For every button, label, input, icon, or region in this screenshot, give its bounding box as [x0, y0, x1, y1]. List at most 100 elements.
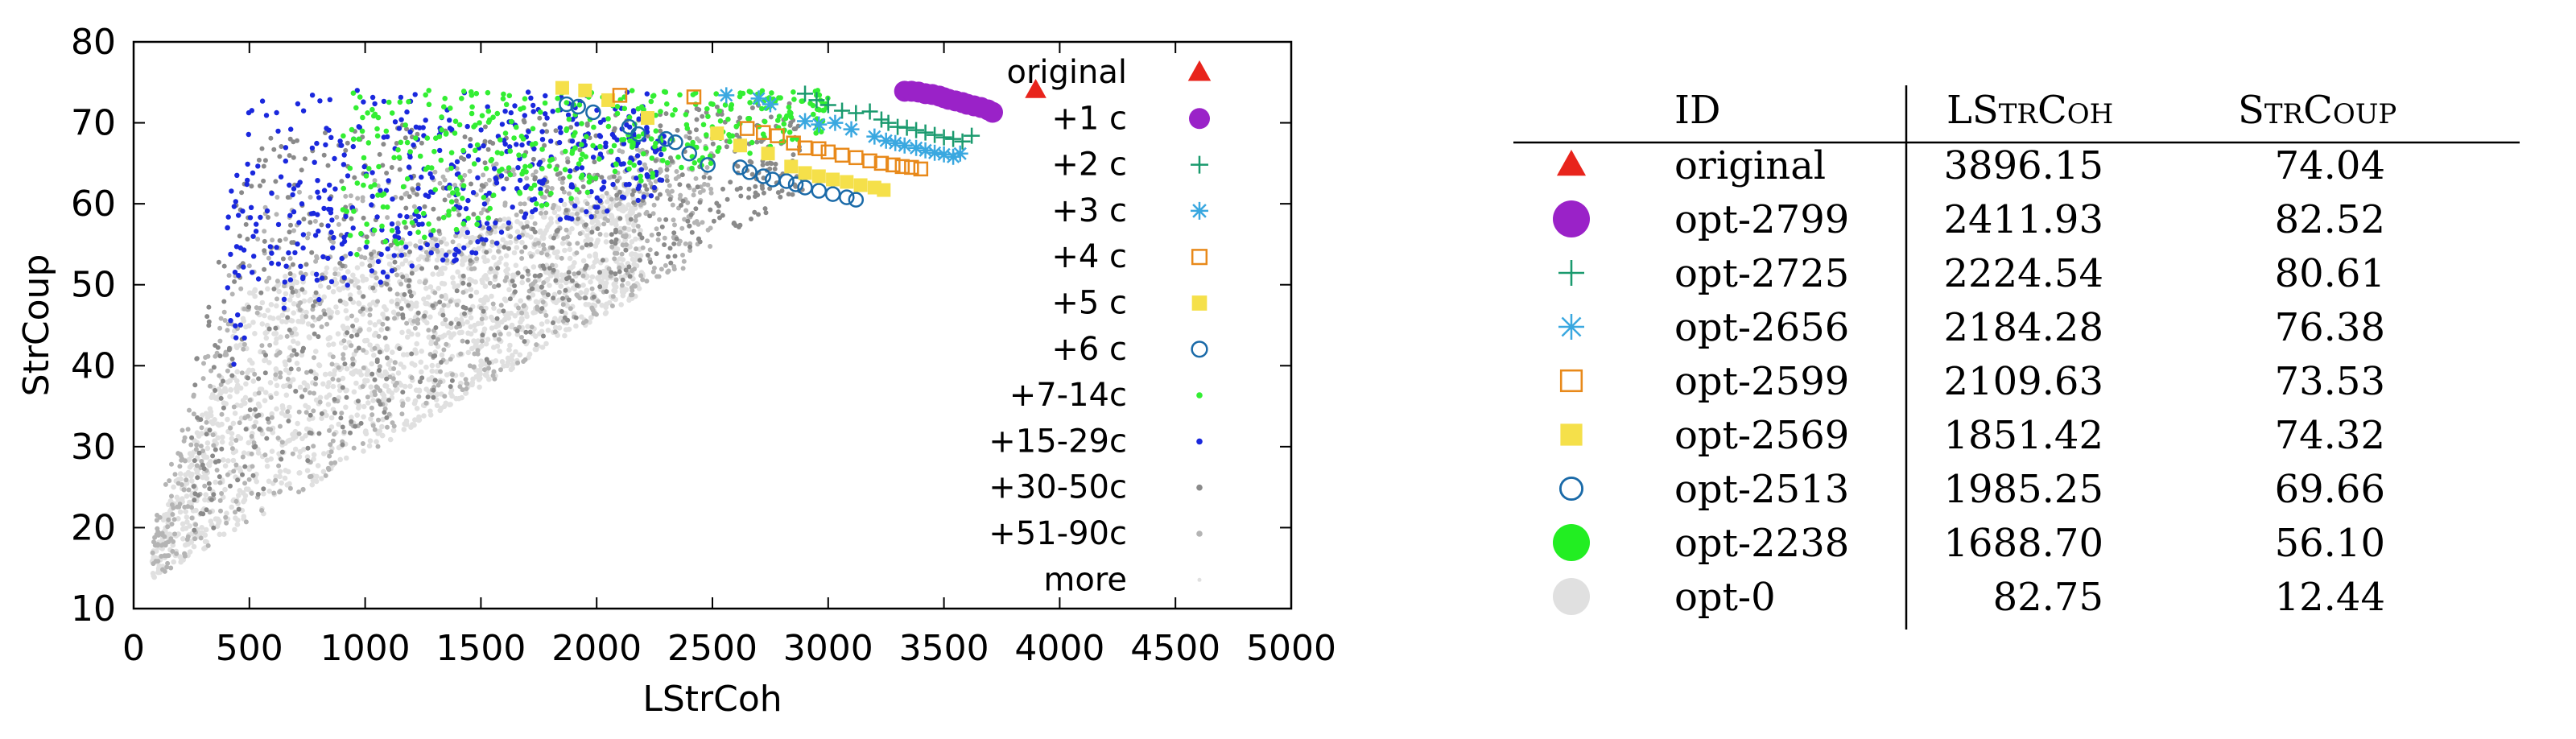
density-point — [300, 108, 307, 114]
table-cell-lstrcoh: 2109.63 — [1944, 359, 2104, 404]
density-point — [510, 279, 515, 284]
legend-label: +30-50c — [989, 469, 1127, 506]
density-point — [314, 277, 320, 283]
density-point — [313, 290, 319, 295]
legend-label: +2 c — [1051, 147, 1127, 184]
density-point — [300, 275, 306, 282]
density-point — [788, 110, 794, 116]
density-point — [199, 525, 204, 531]
density-point — [329, 361, 335, 367]
density-point — [275, 128, 281, 134]
density-point — [529, 142, 535, 147]
density-point — [493, 161, 499, 167]
data-point — [861, 103, 878, 120]
density-point — [384, 345, 390, 352]
density-point — [444, 341, 449, 347]
density-point — [519, 142, 525, 148]
density-point — [298, 319, 304, 324]
density-point — [367, 302, 373, 308]
density-point — [217, 474, 222, 480]
density-point — [269, 260, 275, 266]
density-point — [397, 213, 403, 219]
density-point — [674, 169, 679, 174]
density-point — [328, 279, 335, 285]
density-point — [586, 174, 592, 180]
density-point — [417, 125, 423, 130]
density-point — [532, 242, 538, 247]
density-point — [484, 250, 489, 255]
density-point — [422, 234, 427, 241]
density-point — [680, 266, 686, 271]
density-point — [683, 208, 689, 213]
data-point — [811, 116, 828, 133]
density-point — [481, 201, 488, 207]
density-point — [434, 242, 440, 249]
y-tick-label: 10 — [71, 588, 116, 630]
density-point — [175, 516, 181, 522]
table-cell-id: opt-2656 — [1674, 305, 1849, 350]
density-point — [286, 250, 291, 256]
density-point — [591, 294, 597, 299]
density-point — [629, 88, 635, 93]
density-point — [475, 351, 481, 357]
density-point — [462, 311, 467, 316]
density-point — [256, 157, 262, 163]
density-point — [267, 244, 273, 250]
density-point — [769, 90, 774, 96]
density-point — [369, 412, 375, 418]
density-point — [453, 257, 459, 262]
density-point — [458, 351, 464, 357]
density-point — [434, 257, 440, 263]
density-point — [498, 367, 503, 373]
density-point — [397, 167, 402, 172]
data-point — [739, 121, 755, 136]
x-axis-label: LStrCoh — [642, 679, 782, 720]
density-point — [377, 349, 382, 355]
density-point — [542, 214, 547, 220]
density-point — [390, 427, 397, 433]
data-point — [981, 101, 1003, 123]
density-point — [584, 208, 589, 215]
density-point — [250, 367, 256, 374]
density-point — [383, 383, 390, 390]
density-point — [369, 251, 374, 257]
density-point — [225, 285, 230, 291]
density-point — [617, 229, 623, 235]
density-point — [369, 268, 375, 274]
density-point — [246, 477, 252, 482]
density-point — [397, 99, 403, 105]
density-point — [364, 239, 370, 245]
density-point — [395, 147, 401, 153]
density-point — [425, 394, 431, 400]
density-point — [409, 351, 415, 357]
density-point — [516, 305, 521, 311]
density-point — [268, 302, 275, 308]
density-point — [435, 249, 440, 254]
density-point — [343, 404, 349, 411]
density-point — [524, 313, 530, 320]
density-point — [491, 369, 497, 374]
density-point — [738, 193, 744, 199]
density-point — [283, 145, 289, 151]
density-point — [631, 283, 637, 288]
table-cell-id: opt-0 — [1674, 575, 1776, 620]
density-point — [228, 318, 233, 324]
density-point — [514, 124, 519, 130]
density-point — [165, 560, 171, 566]
density-point — [694, 117, 700, 122]
density-point — [564, 100, 570, 105]
density-point — [489, 156, 495, 163]
table-row-marker — [1558, 314, 1584, 340]
density-point — [248, 204, 254, 210]
density-point — [312, 390, 316, 396]
density-point — [291, 310, 297, 316]
density-point — [407, 249, 412, 254]
density-point — [328, 415, 335, 421]
legend-label: +6 c — [1051, 331, 1127, 368]
density-point — [687, 244, 693, 250]
density-point — [425, 294, 431, 300]
density-point — [222, 318, 228, 323]
density-point — [589, 286, 595, 291]
x-tick-label: 4500 — [1130, 628, 1220, 669]
density-point — [580, 273, 586, 279]
